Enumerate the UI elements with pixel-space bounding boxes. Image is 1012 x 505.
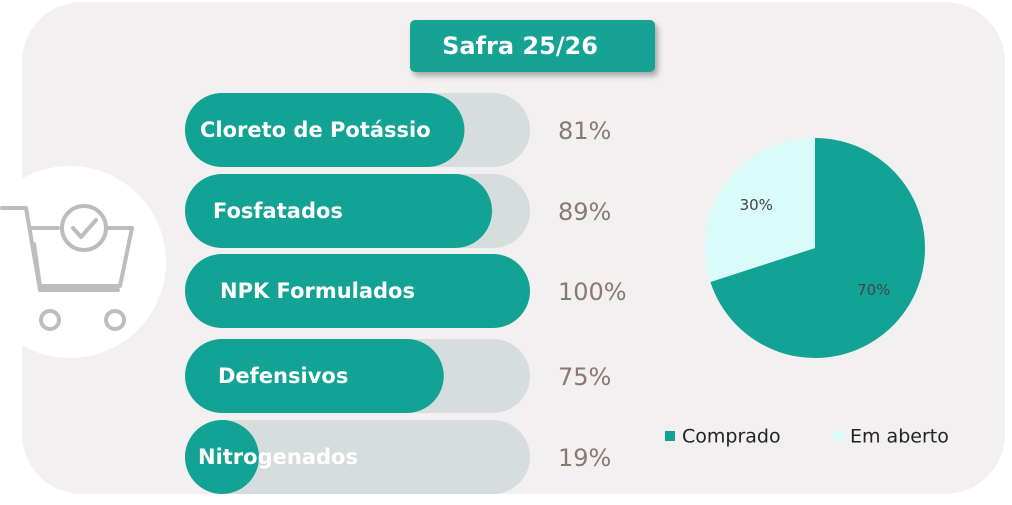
slice-label: 30% <box>740 196 773 214</box>
progress-bar <box>185 93 465 167</box>
category-label: Defensivos <box>218 364 348 388</box>
value-label: 19% <box>558 444 611 472</box>
cart-icon <box>0 204 134 331</box>
legend-marker <box>833 431 843 441</box>
value-label: 89% <box>558 198 611 226</box>
progress-track <box>185 420 530 494</box>
category-label: NPK Formulados <box>220 279 415 303</box>
legend-label: Em aberto <box>850 426 949 448</box>
pie-slice <box>704 138 815 282</box>
category-label: Nitrogenados <box>198 445 358 469</box>
slice-label: 70% <box>857 281 890 299</box>
progress-bar <box>185 420 259 494</box>
progress-bar <box>185 339 444 413</box>
category-label: Fosfatados <box>213 199 343 223</box>
icon-circle <box>0 166 166 358</box>
value-label: 75% <box>558 363 611 391</box>
legend-marker <box>665 431 675 441</box>
title: Safra 25/26 <box>442 32 598 60</box>
title-box <box>410 20 655 72</box>
legend-label: Comprado <box>682 426 781 448</box>
value-label: 100% <box>558 278 627 306</box>
category-label: Cloreto de Potássio <box>200 118 431 142</box>
progress-bar <box>185 174 493 248</box>
progress-bar <box>185 254 530 328</box>
pie-slice <box>710 138 925 358</box>
value-label: 81% <box>558 117 611 145</box>
